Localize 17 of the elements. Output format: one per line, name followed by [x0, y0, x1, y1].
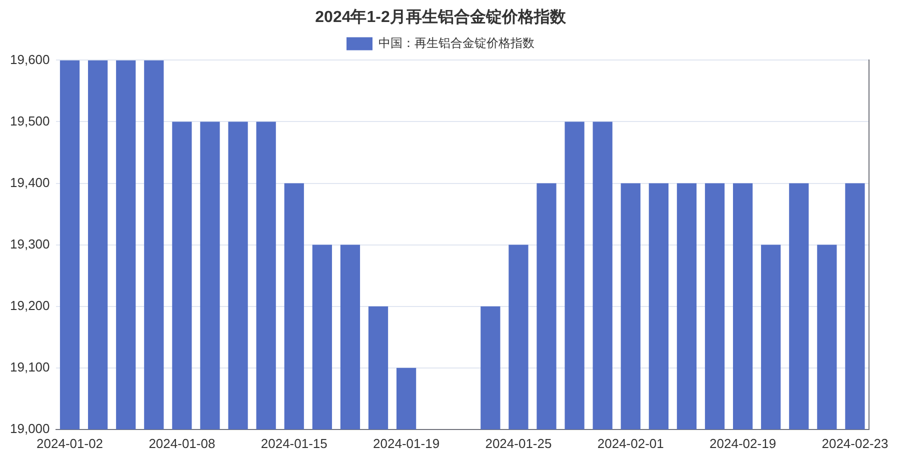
- y-tick-label: 19,500: [10, 113, 50, 128]
- y-tick-label: 19,200: [10, 298, 50, 313]
- x-tick-label: 2024-01-02: [36, 436, 104, 451]
- y-tick-label: 19,400: [10, 174, 50, 190]
- x-tick-label: 2024-01-19: [373, 436, 440, 451]
- x-tick-label: 2024-02-01: [597, 436, 664, 451]
- chart-title: 2024年1-2月再生铝合金锭价格指数: [315, 8, 567, 26]
- x-tick-label: 2024-01-25: [485, 436, 552, 451]
- legend-label: 中国：再生铝合金锭价格指数: [378, 36, 534, 50]
- y-tick-label: 19,000: [10, 420, 50, 436]
- y-tick-label: 19,100: [10, 359, 50, 374]
- y-tick-label: 19,600: [10, 52, 50, 67]
- x-tick-label: 2024-01-15: [260, 436, 328, 451]
- x-tick-label: 2024-01-08: [148, 436, 216, 451]
- y-tick-label: 19,300: [10, 236, 50, 252]
- x-tick-label: 2024-02-19: [710, 436, 776, 451]
- x-tick-label: 2024-02-23: [822, 436, 888, 451]
